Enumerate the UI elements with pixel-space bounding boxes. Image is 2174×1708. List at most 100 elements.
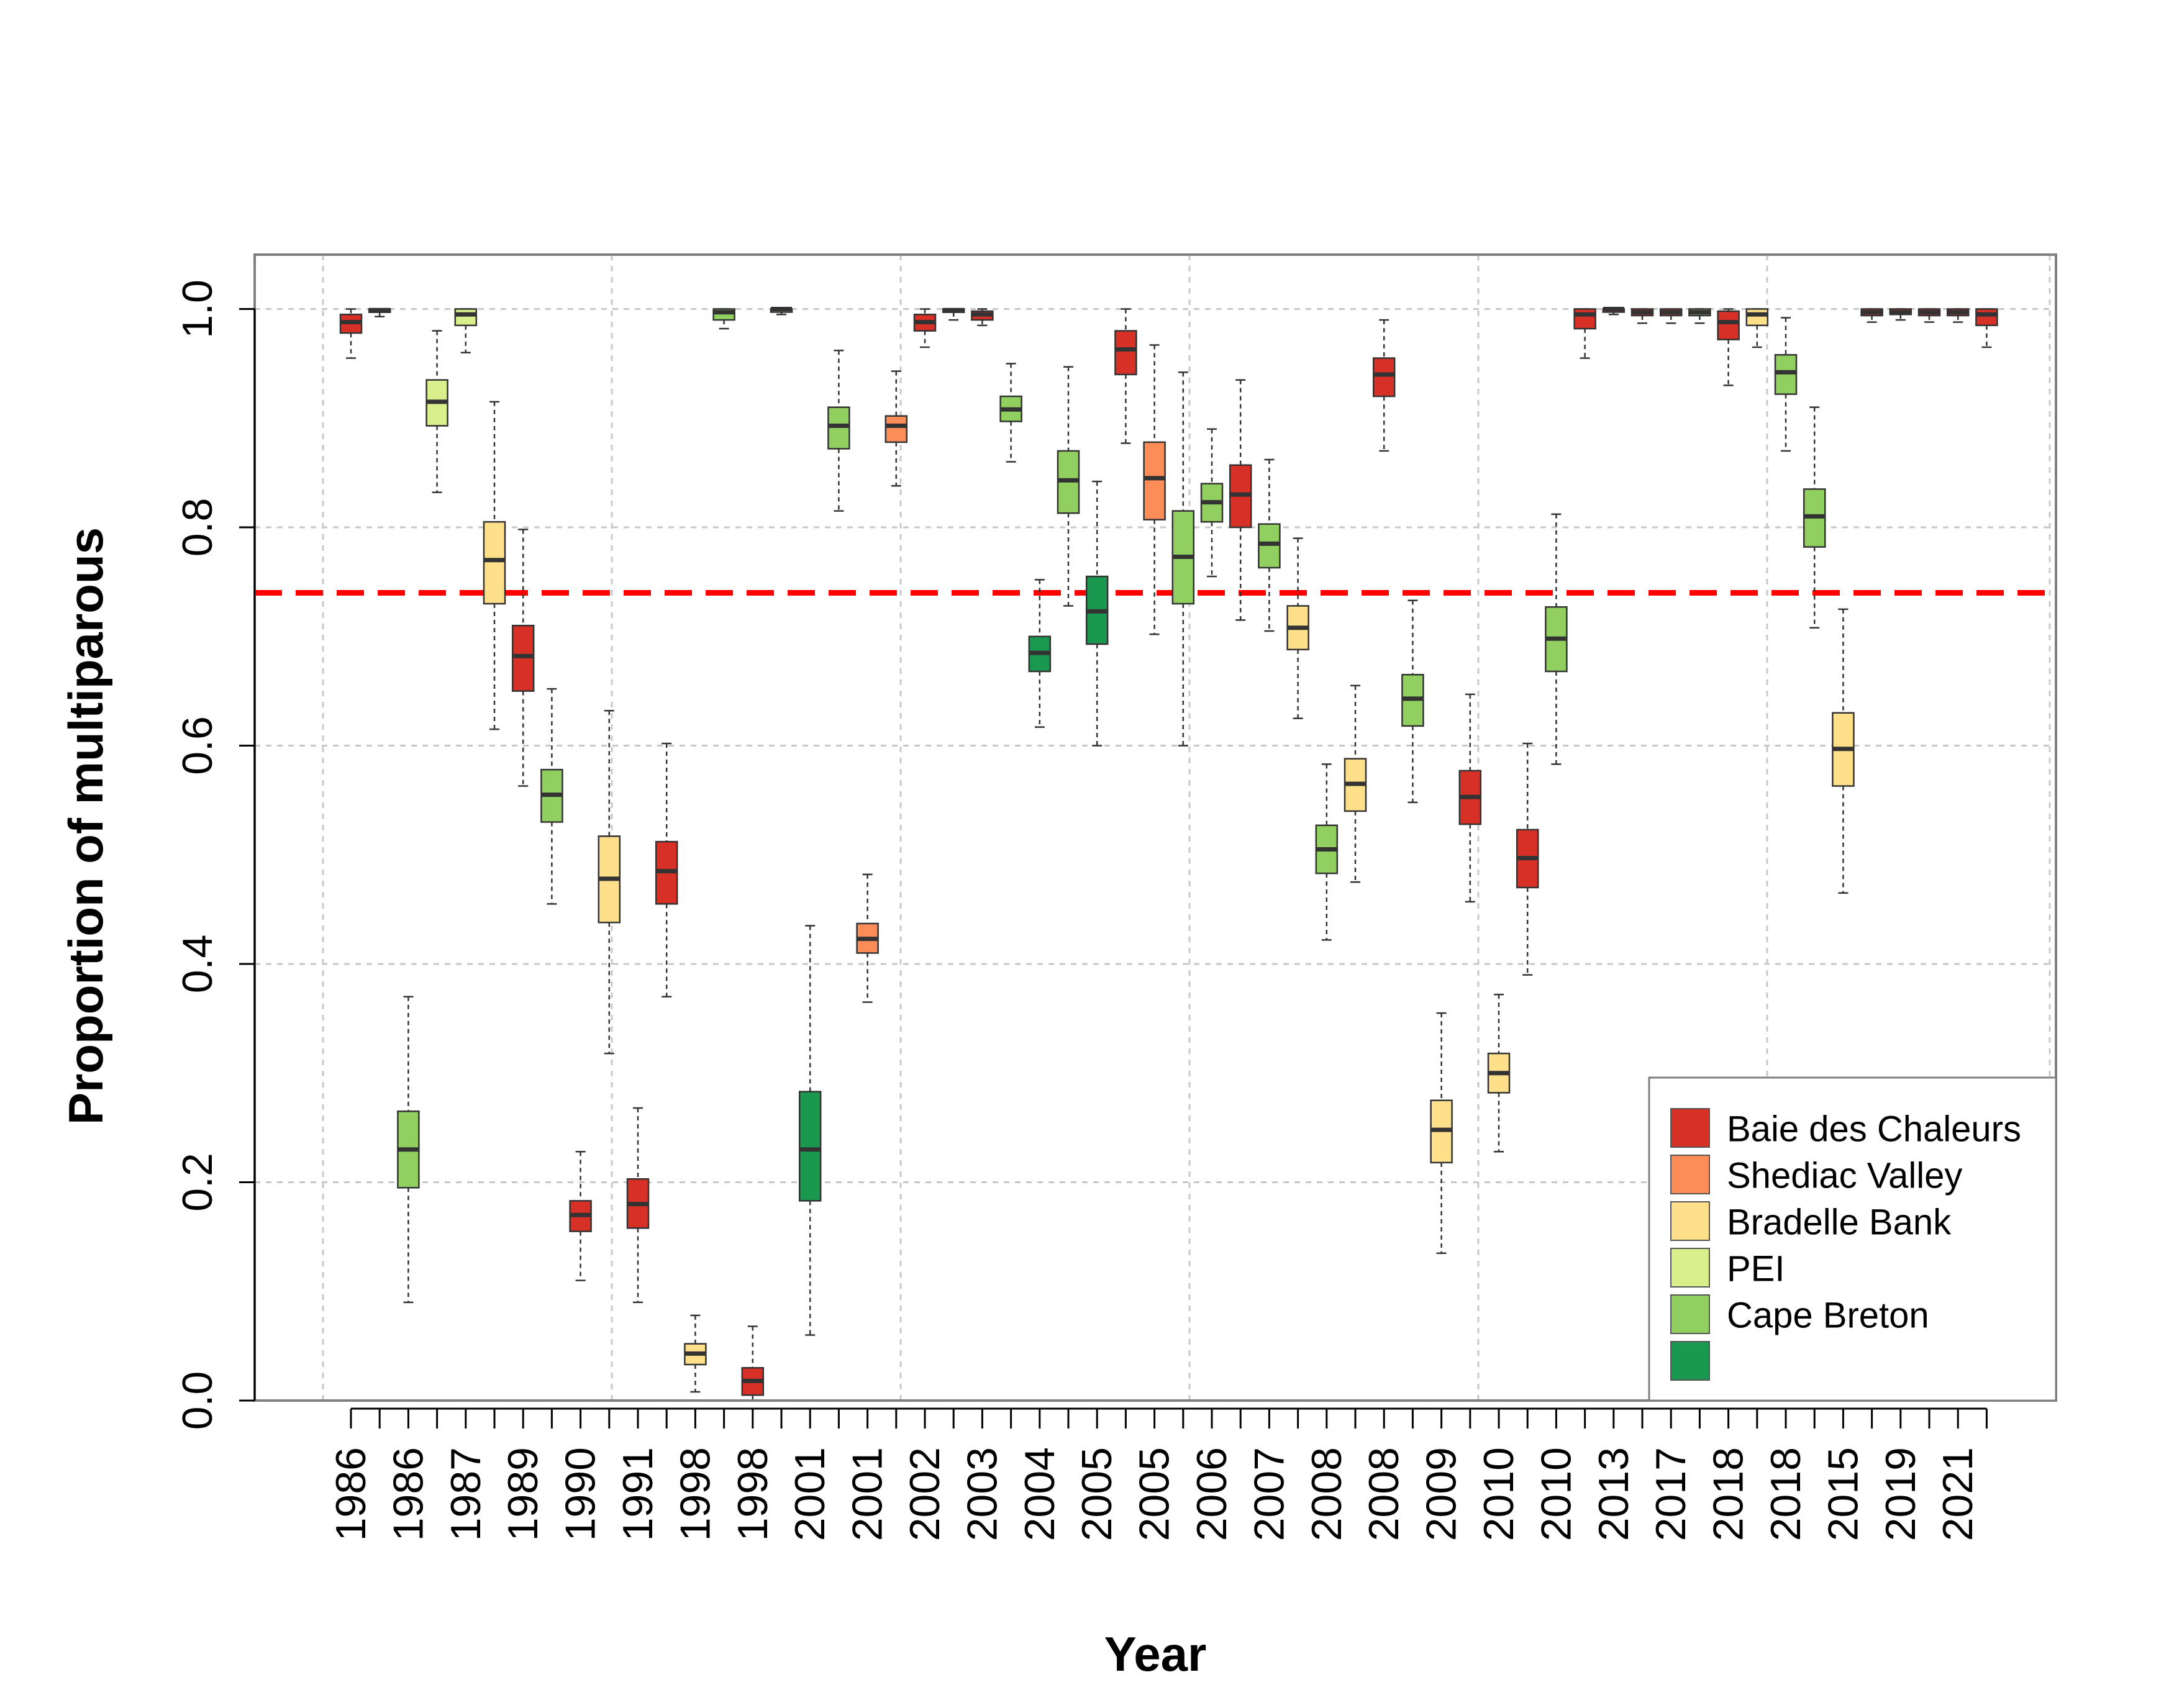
box (626, 1107, 650, 1304)
box-body (1774, 354, 1798, 395)
x-tick-label: 2001 (786, 1447, 834, 1541)
box-body (1573, 308, 1596, 330)
box (770, 307, 793, 316)
legend-swatch (1670, 1248, 1710, 1288)
box-body (1975, 308, 1998, 327)
legend-label: Shediac Valley (1727, 1156, 1962, 1196)
box (885, 370, 908, 487)
box (511, 529, 535, 787)
x-tick-label: 2003 (958, 1447, 1006, 1541)
box (1545, 513, 1568, 765)
legend-swatch (1670, 1201, 1710, 1241)
x-tick-label: 2005 (1073, 1447, 1121, 1541)
x-tick-label: 1986 (327, 1447, 375, 1541)
x-tick-label: 2007 (1245, 1447, 1293, 1541)
box-body (1717, 310, 1740, 340)
y-axis: 0.0 0.2 0.4 0.6 0.8 1.0 (174, 279, 256, 1430)
legend-swatch (1670, 1341, 1710, 1381)
box (1659, 308, 1683, 324)
box (1114, 308, 1137, 444)
box (684, 1314, 707, 1393)
box (655, 742, 678, 997)
x-tick-label: 1998 (729, 1447, 776, 1541)
y-tick-label: 0.4 (174, 935, 221, 994)
x-tick-label: 1989 (499, 1447, 547, 1541)
box (483, 401, 506, 730)
legend-box (1648, 1076, 2057, 1402)
y-tick-label: 0.0 (174, 1371, 221, 1430)
x-tick-label: 2017 (1647, 1447, 1694, 1541)
box (1143, 344, 1166, 635)
box (1344, 684, 1367, 883)
x-tick-label: 1987 (442, 1447, 489, 1541)
box (1286, 537, 1309, 719)
x-axis-title: Year (1104, 1627, 1207, 1681)
box (1315, 763, 1339, 941)
box (827, 350, 850, 512)
x-tick-label: 2013 (1590, 1447, 1637, 1541)
y-axis-title: Proportion of multiparous (58, 527, 113, 1125)
box (1717, 308, 1740, 386)
box (1774, 317, 1798, 452)
box (913, 308, 937, 348)
x-tick-label: 2002 (901, 1447, 948, 1541)
y-tick-label: 1.0 (174, 279, 221, 338)
box (1889, 308, 1912, 321)
box-body (885, 415, 908, 443)
box (425, 330, 448, 494)
legend-label: PEI (1727, 1249, 1785, 1289)
box-body (454, 308, 478, 327)
box (1487, 993, 1511, 1153)
legend-label: Bradelle Bank (1727, 1202, 1952, 1243)
box-body (1258, 523, 1281, 569)
x-tick-label: 2005 (1131, 1447, 1178, 1541)
box (598, 710, 621, 1055)
box (1745, 308, 1769, 348)
box (1229, 379, 1252, 621)
box (1630, 308, 1654, 324)
box-body (1745, 308, 1769, 327)
box (339, 308, 363, 359)
box (741, 1325, 765, 1402)
box (1057, 366, 1080, 607)
box (1688, 308, 1711, 324)
box (1085, 480, 1109, 747)
box (1401, 599, 1424, 804)
x-tick-label: 2015 (1819, 1447, 1867, 1541)
legend-swatch (1670, 1294, 1710, 1334)
x-tick-label: 1998 (671, 1447, 719, 1541)
box (798, 925, 822, 1336)
x-tick-label: 2010 (1475, 1447, 1522, 1541)
box (1372, 319, 1396, 452)
box-body (1372, 357, 1396, 397)
x-tick-label: 2018 (1705, 1447, 1752, 1541)
box (1258, 458, 1281, 632)
x-tick-label: 2006 (1188, 1447, 1235, 1541)
box (999, 363, 1022, 463)
box-body (827, 406, 850, 450)
box (1573, 308, 1596, 359)
box (1832, 608, 1855, 894)
x-tick-label: 2004 (1016, 1447, 1063, 1541)
box-body (511, 624, 535, 692)
box-body (1143, 441, 1166, 520)
box (942, 307, 965, 321)
x-axis: 1986 1986 1987 1989 1990 1991 1998 1998 2001 2001… (327, 1407, 1988, 1541)
legend-swatch (1670, 1155, 1710, 1194)
x-tick-label: 2008 (1360, 1447, 1408, 1541)
box (1946, 308, 1970, 323)
x-tick-label: 1990 (557, 1447, 604, 1541)
y-tick-label: 0.8 (174, 498, 221, 557)
legend-swatch (1670, 1108, 1710, 1148)
x-tick-label: 2008 (1303, 1447, 1350, 1541)
legend-label: Cape Breton (1727, 1296, 1929, 1336)
box-layer (339, 307, 1998, 1402)
box (1917, 308, 1941, 323)
legend: Baie des Chaleurs Shediac Valley Bradelle … (1648, 1076, 2057, 1402)
box (1975, 308, 1998, 348)
box (1430, 1012, 1453, 1254)
box (540, 688, 563, 905)
x-tick-label: 2019 (1877, 1447, 1924, 1541)
box (1028, 579, 1052, 728)
box (1803, 406, 1826, 629)
